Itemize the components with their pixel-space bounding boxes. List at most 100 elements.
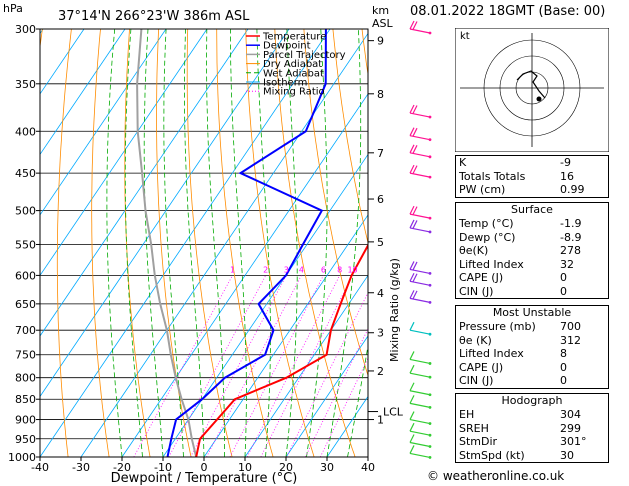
isotherm-line: [40, 29, 290, 398]
index-label: K: [459, 156, 467, 169]
isotherm-line: [121, 93, 368, 457]
index-row: Dewp (°C) -8.9: [456, 231, 608, 245]
panel-title: Hodograph: [501, 394, 563, 407]
wet-adiabat-line: [256, 29, 271, 457]
series-group: [136, 29, 368, 457]
x-tick-label: -10: [154, 461, 172, 474]
index-value: 0: [560, 284, 567, 298]
y-tick-label: 850: [15, 393, 36, 406]
km-tick-label: 8: [377, 88, 384, 101]
index-value: 0: [560, 374, 567, 387]
index-value: -9: [560, 156, 571, 169]
hodograph-plot: kt: [455, 28, 609, 152]
panel-title: Surface: [511, 203, 553, 216]
index-label: CAPE (J): [459, 360, 504, 374]
legend-entry: Mixing Ratio: [263, 87, 325, 98]
isotherm-line: [40, 29, 85, 95]
isotherm-line: [203, 214, 368, 457]
index-label: StmDir: [459, 435, 498, 448]
axes-group: 3003504004505005506006507007508008509009…: [8, 23, 404, 474]
wet-adiabat-line: [306, 29, 328, 457]
isotherm-line: [0, 29, 2, 457]
index-label: θe (K): [459, 333, 492, 347]
temperature-line: [195, 237, 368, 457]
y-tick-label: 900: [15, 414, 36, 427]
index-value: -8.9: [560, 230, 582, 244]
index-label: Lifted Index: [459, 257, 524, 271]
dry-adiabat-line: [332, 29, 368, 245]
asl-label: ASL: [372, 17, 394, 30]
mixing-ratio-line: [190, 275, 287, 457]
index-row: Lifted Index 8: [456, 347, 608, 361]
km-tick-label: 9: [377, 35, 384, 48]
lcl-label: LCL: [383, 406, 404, 419]
legend-entry: Isotherm: [263, 78, 307, 89]
index-label: Totals Totals: [459, 169, 526, 183]
index-label: θe(K): [459, 244, 489, 257]
mixing-ratio-line: [168, 275, 267, 457]
credit-text: © weatheronline.co.uk: [427, 469, 565, 483]
x-tick-label: -20: [113, 461, 131, 474]
indices-panel: K -9 Totals Totals 16 PW (cm) 0.99: [455, 155, 609, 198]
km-label: km: [372, 4, 389, 17]
dry-adiabat-line: [91, 29, 110, 457]
mixing-ratio-label: 8: [337, 265, 342, 274]
km-tick-label: 7: [377, 147, 384, 160]
index-value: 301°: [560, 435, 587, 448]
km-tick-label: 1: [377, 414, 384, 427]
index-label: Pressure (mb): [459, 320, 536, 333]
mixing-ratio-line: [319, 357, 368, 457]
dewpoint-line: [166, 29, 327, 457]
x-tick-label: -30: [72, 461, 90, 474]
y-tick-label: 600: [15, 269, 36, 282]
index-row: SREH 299: [456, 422, 608, 436]
mixing-ratio-line: [246, 275, 341, 457]
index-label: Lifted Index: [459, 347, 524, 360]
isotherm-line: [162, 153, 368, 457]
dry-adiabat-line: [56, 29, 72, 457]
wind-barbs: [409, 20, 432, 459]
index-label: CIN (J): [459, 374, 494, 387]
index-value: 16: [560, 169, 574, 183]
index-value: 32: [560, 257, 574, 271]
isotherm-line: [40, 29, 208, 277]
index-row: CAPE (J) 0: [456, 271, 608, 285]
y-tick-label: 450: [15, 167, 36, 180]
mixing-ratio-axis-label: Mixing Ratio (g/kg): [388, 258, 401, 362]
index-row: θe(K) 278: [456, 244, 608, 258]
index-row: Totals Totals 16: [456, 170, 608, 184]
index-row: CAPE (J) 0: [456, 361, 608, 375]
x-tick-label: 10: [238, 461, 252, 474]
index-label: StmSpd (kt): [459, 448, 525, 462]
index-value: 8: [560, 347, 567, 360]
x-tick-label: 0: [201, 461, 208, 474]
x-tick-label: 40: [361, 461, 375, 474]
dry-adiabat-line: [216, 29, 274, 457]
hodograph-panel: Hodograph EH 304 SREH 299 StmDir 301° StmSpd (k…: [455, 393, 609, 463]
wet-adiabat-line: [285, 29, 298, 457]
mixing-ratio-line: [260, 275, 353, 457]
y-tick-label: 550: [15, 238, 36, 251]
y-tick-label: 800: [15, 372, 36, 385]
index-value: 700: [560, 320, 581, 333]
hodograph-kt-label: kt: [460, 31, 470, 42]
km-tick-label: 5: [377, 236, 384, 249]
km-tick-label: 3: [377, 327, 384, 340]
wet-adiabat-line: [326, 29, 362, 457]
index-row: StmDir 301°: [456, 435, 608, 449]
index-row: θe (K) 312: [456, 334, 608, 348]
dry-adiabat-line: [156, 29, 192, 457]
mixing-ratio-label: 6: [321, 265, 326, 274]
datetime-header: 08.01.2022 18GMT (Base: 00): [410, 4, 606, 19]
wet-adiabat-line: [143, 29, 164, 457]
index-label: CIN (J): [459, 284, 494, 298]
isotherm-line: [244, 274, 368, 457]
index-row: StmSpd (kt) 30: [456, 449, 608, 463]
isotherm-line: [40, 29, 167, 216]
index-value: 312: [560, 333, 581, 347]
isotherm-line: [40, 29, 331, 457]
legend-entry: Dewpoint: [263, 41, 311, 52]
index-label: SREH: [459, 421, 489, 435]
